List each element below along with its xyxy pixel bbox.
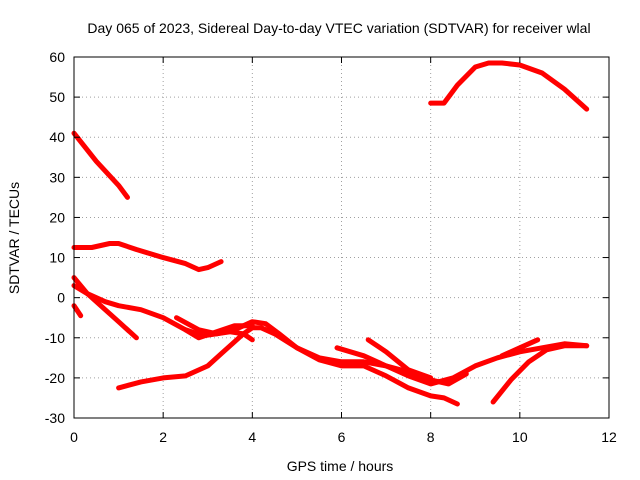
y-tick-label: 40	[49, 129, 65, 145]
x-tick-label: 6	[338, 429, 346, 445]
y-axis-label: SDTVAR / TECUs	[6, 182, 22, 294]
series-arc-4	[71, 283, 255, 341]
y-tick-label: 30	[49, 169, 65, 185]
y-tick-label: 20	[49, 209, 65, 225]
series-arc-11	[490, 343, 590, 405]
series-arc-10	[365, 337, 434, 381]
y-tick-label: 10	[49, 250, 65, 266]
axis-ticks: 0 2 4 6 8 10 12 -30 -20 -10 0 10 20 30 40 50 60	[45, 49, 617, 445]
x-tick-label: 8	[427, 429, 435, 445]
series-arc-12	[499, 337, 541, 359]
series-arc-6	[116, 325, 460, 407]
y-tick-label: 50	[49, 89, 65, 105]
y-tick-label: -10	[45, 330, 65, 346]
series-arc-13	[428, 60, 590, 112]
y-tick-label: 0	[57, 290, 65, 306]
x-axis-label: GPS time / hours	[287, 458, 394, 474]
x-tick-label: 10	[512, 429, 528, 445]
series-arc-1	[71, 130, 130, 200]
y-tick-label: 60	[49, 49, 65, 65]
series-arc-9	[334, 341, 590, 387]
grid-lines	[74, 57, 609, 418]
y-tick-label: -20	[45, 370, 65, 386]
series-arc-5	[71, 303, 84, 319]
x-tick-label: 4	[248, 429, 256, 445]
series-arc-2	[71, 241, 224, 273]
x-tick-label: 2	[159, 429, 167, 445]
data-series	[71, 60, 590, 407]
x-tick-label: 0	[70, 429, 78, 445]
series-arc-8	[183, 327, 255, 343]
x-tick-label: 12	[601, 429, 617, 445]
y-tick-label: -30	[45, 410, 65, 426]
chart-title: Day 065 of 2023, Sidereal Day-to-day VTE…	[87, 20, 590, 36]
